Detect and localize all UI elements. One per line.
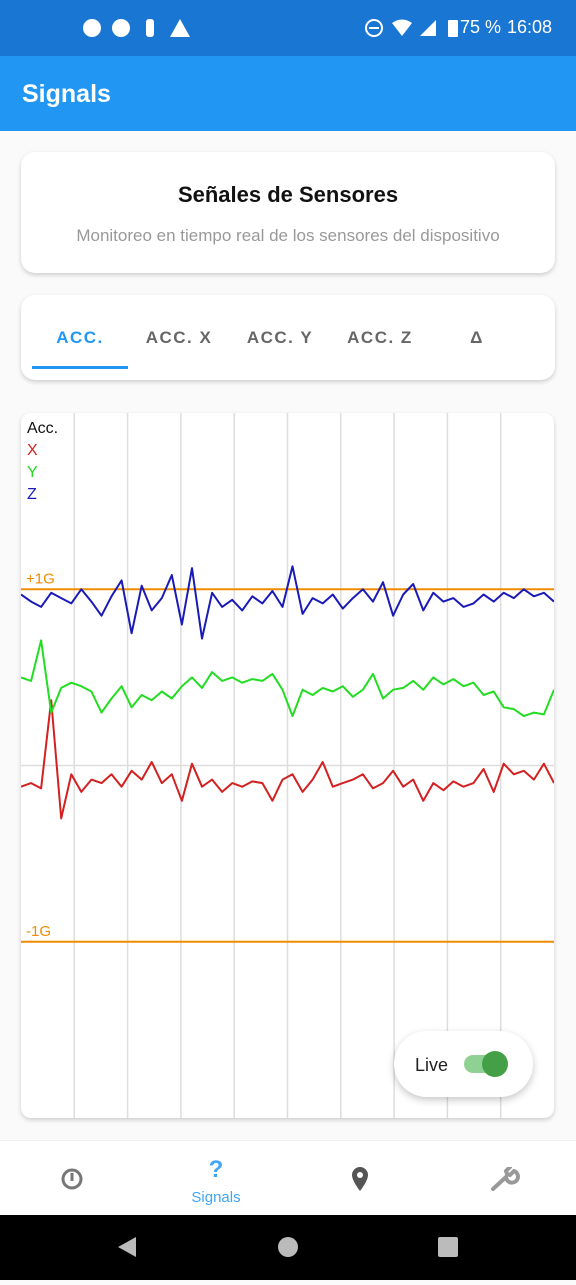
series-line bbox=[21, 565, 554, 640]
battery-icon bbox=[448, 20, 458, 37]
location-icon[interactable] bbox=[348, 1165, 372, 1193]
header-card: Señales de Sensores Monitoreo en tiempo … bbox=[21, 152, 555, 273]
toggle-label: Live bbox=[415, 1055, 449, 1075]
tab[interactable]: ACC. X bbox=[145, 328, 213, 347]
legend-entry: Y bbox=[27, 464, 38, 481]
nav-label: Signals bbox=[191, 1189, 241, 1206]
battery-text: 75 % bbox=[460, 17, 502, 37]
info-icon[interactable] bbox=[60, 1167, 84, 1191]
card-subtitle: Monitoreo en tiempo real de los sensores… bbox=[76, 226, 500, 245]
svg-text:?: ? bbox=[209, 1157, 224, 1183]
toggle-thumb bbox=[482, 1051, 508, 1077]
y-tick-label: +1G bbox=[26, 570, 55, 587]
series-line bbox=[21, 639, 554, 718]
system-icons bbox=[365, 19, 436, 37]
navigation-bar bbox=[0, 1215, 576, 1280]
clock: 16:08 bbox=[507, 17, 553, 37]
chart: +1G -1G Acc. XYZ bbox=[21, 413, 554, 1118]
status-bar: 75 % 16:08 bbox=[0, 0, 576, 56]
bottom-nav: ? Signals bbox=[0, 1140, 576, 1216]
tab[interactable]: ACC. bbox=[56, 328, 104, 347]
status-icons bbox=[83, 19, 190, 37]
signals-icon[interactable]: ? bbox=[204, 1157, 228, 1183]
legend-entry: Z bbox=[27, 486, 37, 503]
tab[interactable]: Δ bbox=[470, 328, 484, 347]
app-bar: Signals bbox=[0, 56, 576, 131]
legend-entry: X bbox=[27, 442, 38, 459]
tab-indicator bbox=[32, 366, 128, 369]
tab[interactable]: ACC. Z bbox=[347, 328, 413, 347]
tab-bar: ACC. ACC. X ACC. Y ACC. Z Δ bbox=[21, 295, 555, 380]
live-toggle[interactable]: Live bbox=[394, 1031, 533, 1097]
series-line bbox=[21, 699, 554, 820]
chart-card: +1G -1G Acc. X Y Z Live bbox=[21, 413, 554, 1118]
legend-title: Acc. bbox=[27, 420, 58, 437]
system-buttons bbox=[118, 1237, 458, 1257]
settings-icon[interactable] bbox=[490, 1167, 520, 1193]
card-title: Señales de Sensores bbox=[177, 182, 399, 207]
app-title: Signals bbox=[22, 80, 111, 108]
y-tick-label: -1G bbox=[26, 923, 51, 940]
tab[interactable]: ACC. Y bbox=[246, 328, 314, 347]
